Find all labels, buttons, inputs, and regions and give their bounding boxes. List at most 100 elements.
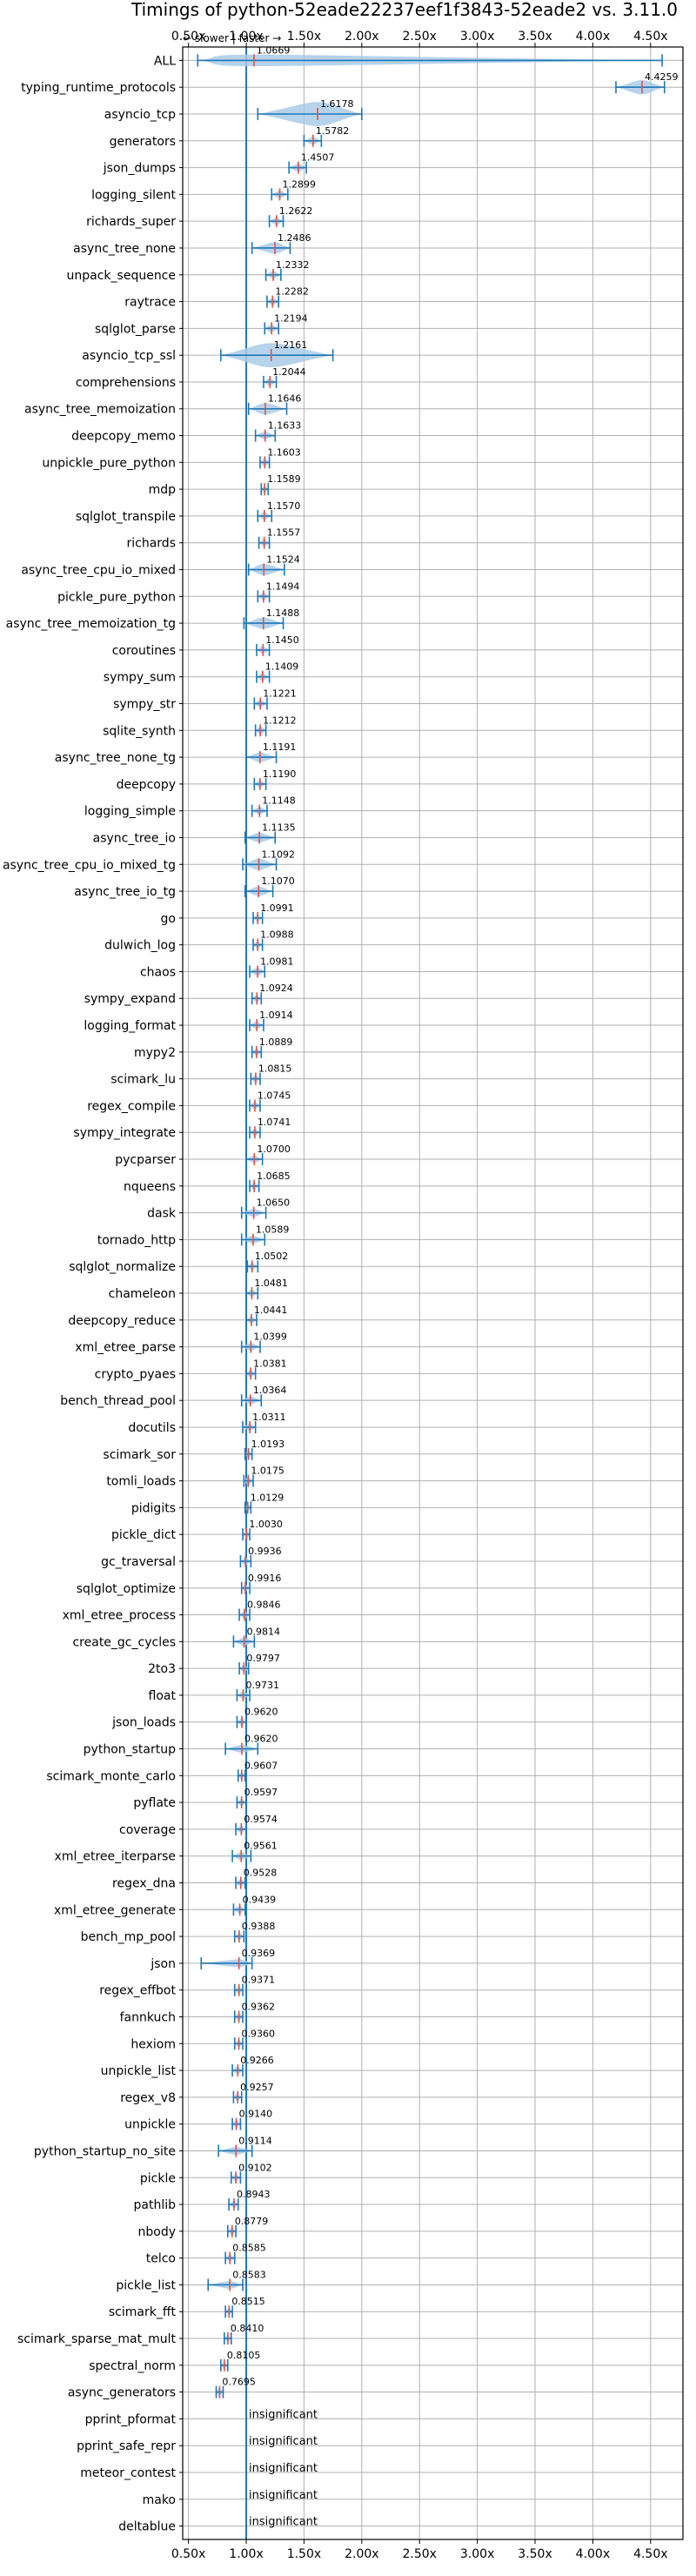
insignificant-label: insignificant <box>249 2489 318 2502</box>
value-label: 0.8943 <box>237 2189 271 2200</box>
benchmark-scimark-sparse-mat-mult: 0.8410 <box>224 2323 264 2345</box>
value-label: 1.1646 <box>268 393 302 405</box>
benchmark-regex-compile: 1.0745 <box>249 1090 291 1112</box>
value-label: 1.1524 <box>266 554 300 566</box>
x-tick-label-bottom: 4.00x <box>576 2547 610 2561</box>
benchmark-deltablue: insignificant <box>249 2516 318 2529</box>
benchmark-docutils: 1.0311 <box>242 1412 286 1433</box>
category-label: pprint_pformat <box>85 2412 177 2426</box>
value-label: 0.9439 <box>243 1894 277 1905</box>
category-label: docutils <box>128 1421 176 1435</box>
benchmark-mypy2: 1.0889 <box>251 1036 293 1058</box>
value-label: 1.1070 <box>261 875 295 887</box>
value-label: 0.9846 <box>247 1600 281 1611</box>
value-label: 1.0129 <box>251 1492 284 1503</box>
category-label: dulwich_log <box>104 939 176 953</box>
category-label: scimark_fft <box>109 2305 177 2319</box>
category-label: xml_etree_process <box>63 1609 176 1623</box>
category-label: sqlglot_parse <box>95 322 176 336</box>
category-label: regex_v8 <box>120 2091 176 2105</box>
benchmark-sqlglot-normalize: 1.0502 <box>246 1251 288 1273</box>
value-label: 1.2332 <box>276 259 310 271</box>
insignificant-label: insignificant <box>249 2408 318 2421</box>
value-label: 1.2194 <box>274 312 308 324</box>
value-label: 0.8105 <box>227 2350 261 2361</box>
value-label: 1.4507 <box>301 152 335 164</box>
value-label: 0.9936 <box>248 1546 282 1557</box>
category-label: richards_super <box>86 215 176 229</box>
value-label: 1.0700 <box>257 1144 291 1155</box>
value-label: 1.0889 <box>259 1036 293 1048</box>
category-label: regex_dna <box>112 1877 176 1891</box>
benchmark-asyncio-tcp: 1.6178 <box>257 98 363 126</box>
benchmark-json: 0.9369 <box>200 1948 275 1969</box>
category-label: async_tree_io_tg <box>74 885 176 899</box>
value-label: 1.0589 <box>256 1224 290 1235</box>
category-label: bench_thread_pool <box>60 1394 176 1408</box>
category-label: async_generators <box>68 2386 176 2400</box>
benchmark-sympy-str: 1.1221 <box>253 688 297 710</box>
category-label: hexiom <box>130 2037 176 2051</box>
benchmark-pprint-safe-repr: insignificant <box>249 2435 318 2448</box>
x-tick-label-bottom: 2.00x <box>345 2547 378 2561</box>
value-label: 0.9528 <box>244 1868 278 1879</box>
value-label: 1.0381 <box>253 1358 287 1369</box>
value-label: 1.0991 <box>260 902 294 914</box>
value-label: 1.0030 <box>249 1519 283 1530</box>
benchmark-typing-runtime-protocols: 4.4259 <box>615 71 678 95</box>
category-label: pyflate <box>133 1796 176 1810</box>
plot-frame <box>182 46 684 2540</box>
insignificant-label: insignificant <box>249 2516 318 2529</box>
value-label: 1.0441 <box>254 1305 288 1316</box>
benchmark-coroutines: 1.1450 <box>256 634 299 656</box>
category-label: python_startup <box>84 1743 176 1757</box>
benchmark-xml-etree-iterparse: 0.9561 <box>231 1841 278 1862</box>
category-label: coverage <box>119 1823 176 1837</box>
category-label: async_tree_io <box>93 831 176 845</box>
category-label: meteor_contest <box>80 2466 176 2480</box>
category-label: dask <box>147 1207 177 1221</box>
category-label: sqlglot_optimize <box>77 1582 176 1596</box>
benchmark-regex-v8: 0.9257 <box>232 2082 274 2103</box>
benchmark-all: 1.0669 <box>197 44 663 67</box>
value-label: 0.9102 <box>238 2162 272 2173</box>
category-label: pycparser <box>115 1153 176 1167</box>
category-label: ALL <box>154 54 176 68</box>
value-label: 1.0311 <box>252 1412 286 1423</box>
value-label: 1.1633 <box>268 420 302 432</box>
benchmark-sqlite-synth: 1.1212 <box>254 714 297 737</box>
benchmark-sqlglot-parse: 1.2194 <box>264 312 308 335</box>
benchmark-logging-silent: 1.2899 <box>271 178 316 201</box>
category-label: async_tree_none <box>73 242 176 256</box>
benchmark-telco: 0.8585 <box>224 2243 266 2264</box>
benchmark-pickle: 0.9102 <box>230 2162 272 2184</box>
value-label: 1.1221 <box>263 688 297 699</box>
benchmark-async-tree-memoization-tg: 1.1488 <box>243 607 299 630</box>
x-tick-label-bottom: 2.50x <box>402 2547 436 2561</box>
benchmark-asyncio-tcp-ssl: 1.2161 <box>220 339 334 368</box>
x-tick-label-top: 3.00x <box>460 30 494 44</box>
category-label: unpickle_pure_python <box>42 456 176 470</box>
category-label: xml_etree_iterparse <box>55 1850 176 1864</box>
benchmark-deepcopy-memo: 1.1633 <box>254 420 302 442</box>
category-label: pickle_dict <box>111 1528 177 1542</box>
value-label: 1.0815 <box>258 1063 292 1075</box>
benchmark-chaos: 1.0981 <box>249 956 294 978</box>
benchmark-sqlglot-transpile: 1.1570 <box>257 500 300 522</box>
category-label: tomli_loads <box>106 1475 176 1489</box>
x-tick-label-bottom: 1.50x <box>287 2547 321 2561</box>
value-label: 1.1603 <box>267 446 301 458</box>
category-labels-layer: ALL typing_runtime_protocols asyncio_tcpge… <box>3 54 183 2534</box>
value-label: 1.2161 <box>274 339 308 351</box>
category-label: async_tree_memoization_tg <box>6 617 176 631</box>
benchmark-nqueens: 1.0685 <box>249 1171 291 1192</box>
x-tick-label-top: 4.00x <box>576 30 610 44</box>
benchmark-xml-etree-generate: 0.9439 <box>232 1894 277 1916</box>
category-label: telco <box>146 2252 176 2266</box>
value-label: 1.0745 <box>258 1090 291 1101</box>
value-label: 0.8585 <box>232 2243 266 2254</box>
benchmark-unpickle: 0.9140 <box>231 2109 272 2130</box>
benchmark-pathlib: 0.8943 <box>228 2189 271 2211</box>
benchmark-unpickle-list: 0.9266 <box>231 2055 274 2077</box>
